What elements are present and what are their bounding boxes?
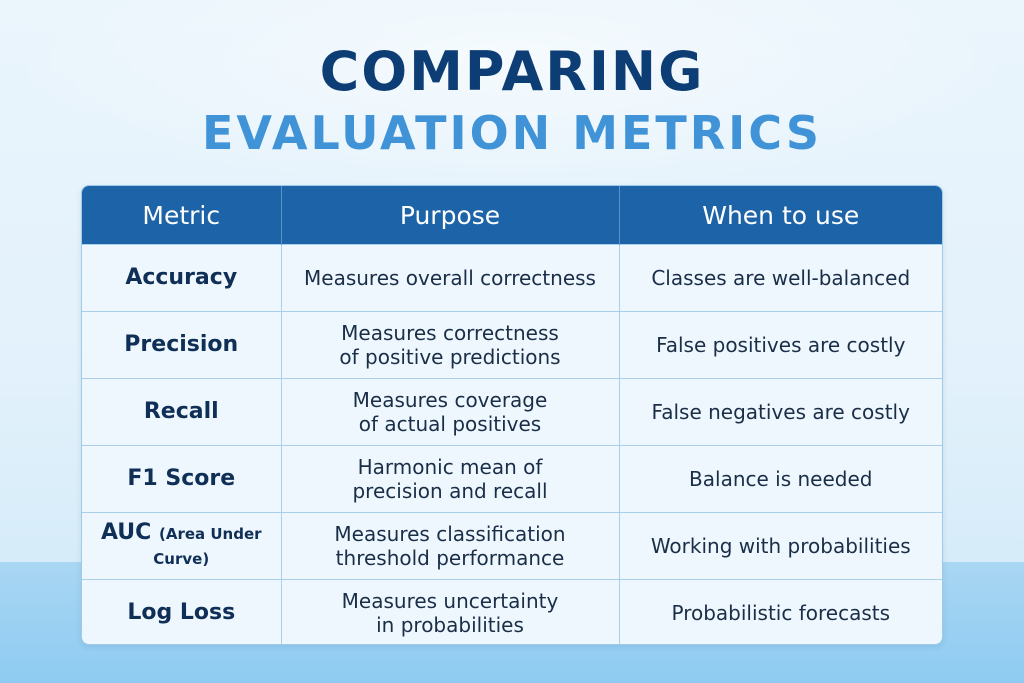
purpose-cell: Measures overall correctness [280,244,619,312]
when-to-use-cell: Probabilistic forecasts [618,579,942,644]
table-row: Accuracy Measures overall correctness Clas… [82,244,942,312]
metric-name: Recall [143,399,219,424]
purpose-text: of actual positives [358,412,542,436]
purpose-text: threshold performance [335,546,565,570]
purpose-text: Harmonic mean of [357,455,543,479]
purpose-text: in probabilities [376,613,524,637]
purpose-text: Measures overall correctness [304,266,596,290]
purpose-text: Measures uncertainty [341,589,559,613]
metric-name: Accuracy [125,265,238,290]
purpose-cell: Measures coverage of actual positives [280,378,619,446]
when-to-use-cell: False negatives are costly [618,378,942,446]
purpose-text: Measures correctness [341,321,559,345]
header-row: Metric Purpose When to use [82,186,942,245]
metrics-table: Metric Purpose When to use Accuracy Measu… [82,186,942,644]
when-to-use-cell: Working with probabilities [618,512,942,580]
header-when-to-use: When to use [618,186,942,245]
table-header: Metric Purpose When to use [82,186,942,245]
purpose-cell: Harmonic mean of precision and recall [280,445,619,513]
metric-name: Log Loss [127,600,236,625]
when-to-use-cell: Classes are well-balanced [618,244,942,312]
table-body: Accuracy Measures overall correctness Clas… [82,244,942,644]
when-to-use-cell: Balance is needed [618,445,942,513]
table-row: AUC (Area Under Curve) Measures classific… [82,512,942,580]
title-line-2: EVALUATION METRICS [201,106,823,160]
metric-name: AUC [100,520,152,545]
when-to-use-cell: False positives are costly [618,311,942,379]
metric-cell: Recall [82,378,281,446]
metric-note: (Area Under Curve) [153,525,262,568]
purpose-text: precision and recall [352,479,548,503]
metric-cell: Precision [82,311,281,379]
header-purpose: Purpose [280,186,619,245]
table-row: F1 Score Harmonic mean of precision and re… [82,445,942,513]
title-line-1: COMPARING [319,40,705,103]
header-metric: Metric [82,186,281,245]
purpose-text: Measures classification [334,522,566,546]
table-row: Log Loss Measures uncertainty in probabili… [82,579,942,644]
background-glow [0,0,1024,200]
purpose-cell: Measures uncertainty in probabilities [280,579,619,644]
metrics-table-container: Metric Purpose When to use Accuracy Measu… [81,185,943,645]
purpose-text: of positive predictions [339,345,561,369]
purpose-text: Measures coverage [352,388,548,412]
metric-name: Precision [124,332,239,357]
metric-cell: Log Loss [82,579,281,644]
table-row: Recall Measures coverage of actual positiv… [82,378,942,446]
purpose-cell: Measures correctness of positive predicti… [280,311,619,379]
metric-cell: AUC (Area Under Curve) [82,512,281,580]
metric-cell: Accuracy [82,244,281,312]
table-row: Precision Measures correctness of positive… [82,311,942,379]
metric-name: F1 Score [127,466,236,491]
metric-cell: F1 Score [82,445,281,513]
purpose-cell: Measures classification threshold perform… [280,512,619,580]
